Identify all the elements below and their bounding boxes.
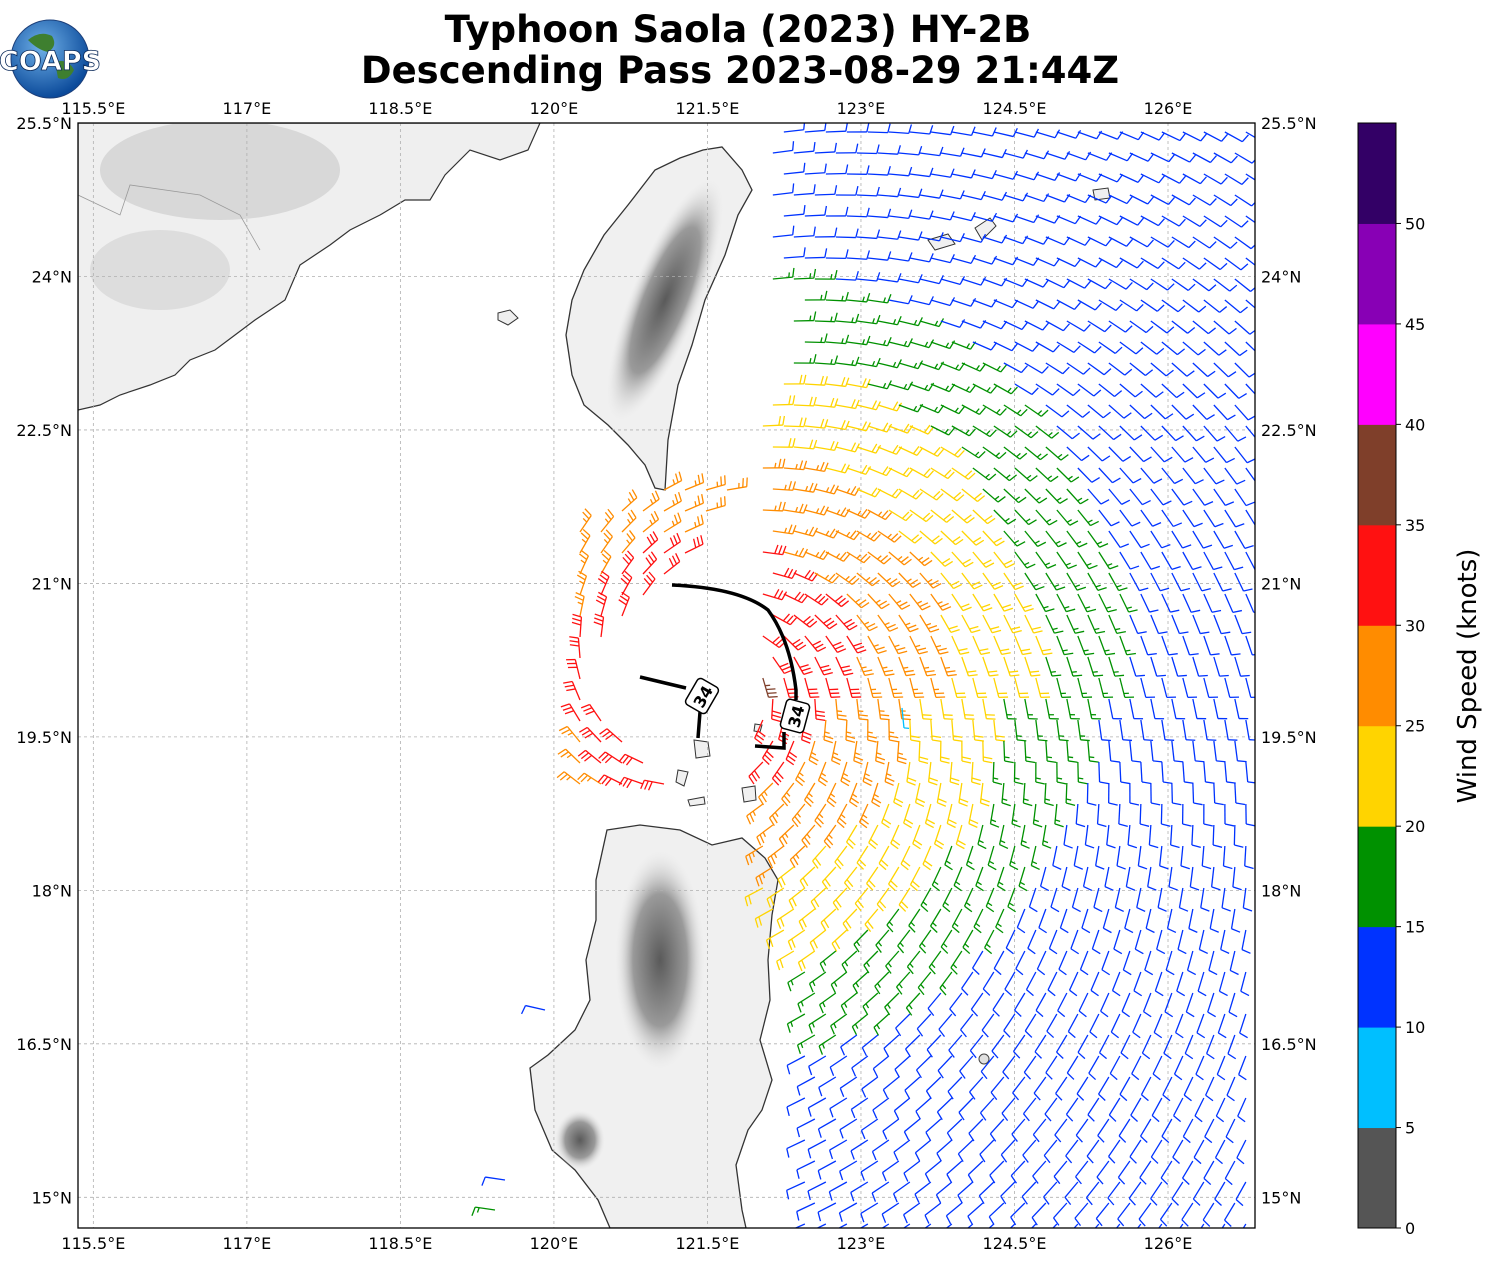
colorbar-tick-label: 25 [1405,717,1425,736]
lat-tick-label-left: 18°N [32,881,72,900]
lat-tick-label-left: 24°N [32,267,72,286]
lon-ticks-bottom: 115.5°E 117°E 118.5°E 120°E 121.5°E 123°E 124.… [61,1234,1192,1253]
lat-tick-label-left: 19.5°N [16,728,72,747]
lat-tick-label-right: 18°N [1261,881,1301,900]
colorbar-tick-label: 40 [1405,415,1425,434]
colorbar-ticks: 0 5 10 15 20 25 30 35 40 45 50 [1396,214,1425,1238]
lat-tick-label-right: 15°N [1261,1188,1301,1207]
lat-tick-label-right: 25.5°N [1261,114,1317,133]
colorbar-segment [1358,123,1396,224]
lon-tick-label-top: 123°E [837,99,886,118]
lat-tick-label-left: 25.5°N [16,114,72,133]
colorbar-segment [1358,927,1396,1028]
colorbar-tick-label: 10 [1405,1018,1425,1037]
chart-title-line1: Typhoon Saola (2023) HY-2B [445,8,1032,51]
colorbar-tick-label: 50 [1405,214,1425,233]
lat-tick-label-right: 24°N [1261,267,1301,286]
lat-ticks-right: 25.5°N 24°N 22.5°N 21°N 19.5°N 18°N 16.5°N 15°N [1261,114,1317,1207]
lon-tick-label-top: 124.5°E [983,99,1047,118]
lon-tick-label-bottom: 123°E [837,1234,886,1253]
logo-text: COAPS [0,46,101,77]
lon-tick-label-bottom: 124.5°E [983,1234,1047,1253]
colorbar-tick-label: 45 [1405,315,1425,334]
colorbar-segment [1358,424,1396,525]
lat-tick-label-right: 19.5°N [1261,728,1317,747]
lon-tick-label-top: 121.5°E [675,99,739,118]
lat-ticks-left: 25.5°N 24°N 22.5°N 21°N 19.5°N 18°N 16.5°N 15°N [16,114,72,1207]
lon-tick-label-bottom: 121.5°E [675,1234,739,1253]
colorbar-segment [1358,1027,1396,1128]
lat-tick-label-right: 16.5°N [1261,1035,1317,1054]
colorbar-tick-label: 15 [1405,918,1425,937]
colorbar-segment [1358,223,1396,324]
colorbar-tick-label: 20 [1405,817,1425,836]
colorbar-segment [1358,826,1396,927]
lat-tick-label-left: 16.5°N [16,1035,72,1054]
lon-tick-label-top: 126°E [1144,99,1193,118]
lon-tick-label-bottom: 126°E [1144,1234,1193,1253]
lat-tick-label-left: 22.5°N [16,421,72,440]
lon-tick-label-top: 120°E [530,99,579,118]
lat-tick-label-right: 21°N [1261,574,1301,593]
colorbar-tick-label: 5 [1405,1119,1415,1138]
chart-title-line2: Descending Pass 2023-08-29 21:44Z [361,49,1119,92]
wind-speed-colorbar [1358,123,1396,1229]
lon-tick-label-bottom: 120°E [530,1234,579,1253]
colorbar-tick-label: 0 [1405,1219,1415,1238]
lon-tick-label-top: 117°E [223,99,272,118]
colorbar-title: Wind Speed (knots) [1453,549,1483,804]
lon-tick-label-top: 118.5°E [368,99,432,118]
lon-tick-label-bottom: 117°E [223,1234,272,1253]
coaps-logo: COAPS [0,20,101,98]
colorbar-segment [1358,324,1396,425]
lat-tick-label-left: 15°N [32,1188,72,1207]
colorbar-tick-label: 30 [1405,616,1425,635]
colorbar-tick-label: 35 [1405,516,1425,535]
lon-tick-label-bottom: 118.5°E [368,1234,432,1253]
colorbar-segment [1358,726,1396,827]
colorbar-segment [1358,525,1396,626]
map-panel: 34 34 [78,120,1269,1247]
colorbar-segment [1358,625,1396,726]
lat-tick-label-left: 21°N [32,574,72,593]
lon-tick-label-bottom: 115.5°E [61,1234,125,1253]
lat-tick-label-right: 22.5°N [1261,421,1317,440]
colorbar-segment [1358,1128,1396,1229]
